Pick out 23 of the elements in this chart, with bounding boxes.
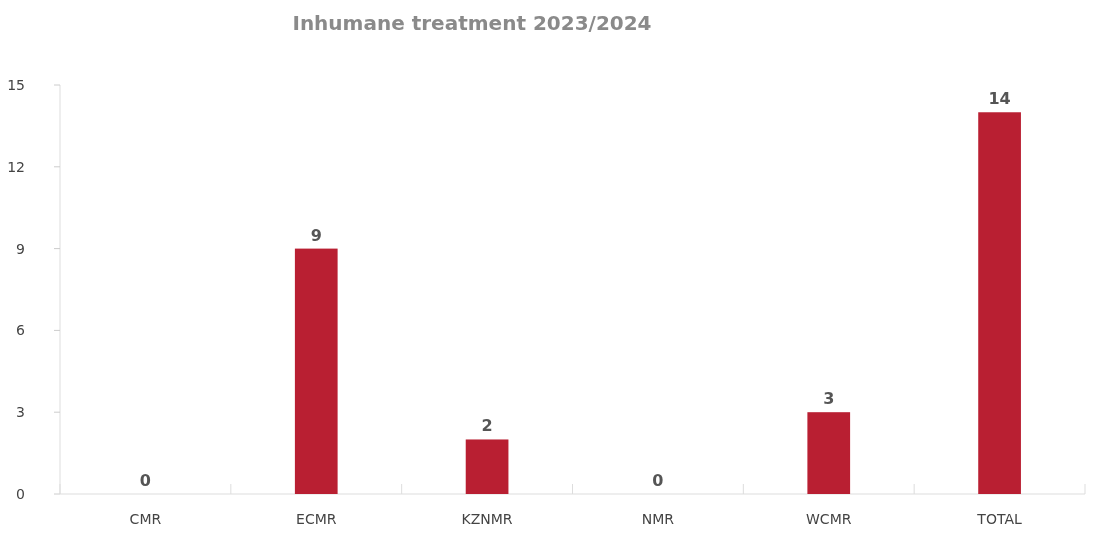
data-label: 9 — [310, 225, 322, 245]
y-tick-label: 6 — [16, 322, 26, 339]
y-tick-label: 9 — [16, 240, 25, 257]
bar — [978, 112, 1021, 494]
x-tick-label: TOTAL — [976, 511, 1022, 527]
bar — [294, 248, 338, 494]
y-tick-label: 0 — [16, 485, 25, 502]
data-label: 0 — [139, 471, 151, 490]
x-tick-label: KZNMR — [461, 511, 513, 527]
chart-title: Inhumane treatment 2023/2024 — [292, 11, 652, 35]
x-tick-label: WCMR — [806, 511, 852, 527]
x-tick-label: ECMR — [296, 511, 337, 527]
bar — [807, 412, 851, 494]
y-tick-label: 15 — [7, 76, 25, 93]
x-tick-label: CMR — [129, 511, 162, 527]
y-tick-label: 3 — [16, 404, 25, 421]
data-label: 14 — [988, 89, 1011, 109]
data-label: 0 — [652, 471, 664, 490]
y-tick-label: 12 — [7, 158, 25, 175]
x-tick-label: NMR — [641, 511, 675, 527]
data-label: 2 — [481, 416, 493, 436]
data-label: 3 — [823, 389, 835, 409]
bar — [465, 439, 509, 494]
